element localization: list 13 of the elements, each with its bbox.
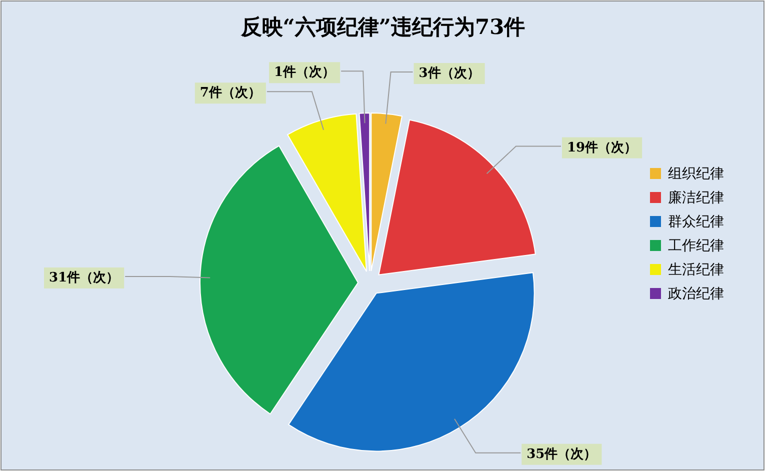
data-label: 19件（次）	[566, 140, 638, 156]
legend-label: 工作纪律	[668, 238, 724, 254]
legend-label: 组织纪律	[668, 166, 724, 182]
legend-label: 政治纪律	[668, 286, 724, 302]
legend-label: 群众纪律	[668, 214, 724, 230]
legend-label: 生活纪律	[668, 262, 724, 278]
data-label: 1件（次）	[274, 65, 336, 80]
data-label: 7件（次）	[200, 86, 261, 101]
data-label: 3件（次）	[418, 66, 480, 82]
data-label: 35件（次）	[526, 446, 597, 462]
legend-label: 廉洁纪律	[668, 190, 724, 206]
chart-title: 反映“六项纪律”违纪行为73件	[240, 14, 526, 39]
data-label: 31件（次）	[49, 270, 120, 286]
